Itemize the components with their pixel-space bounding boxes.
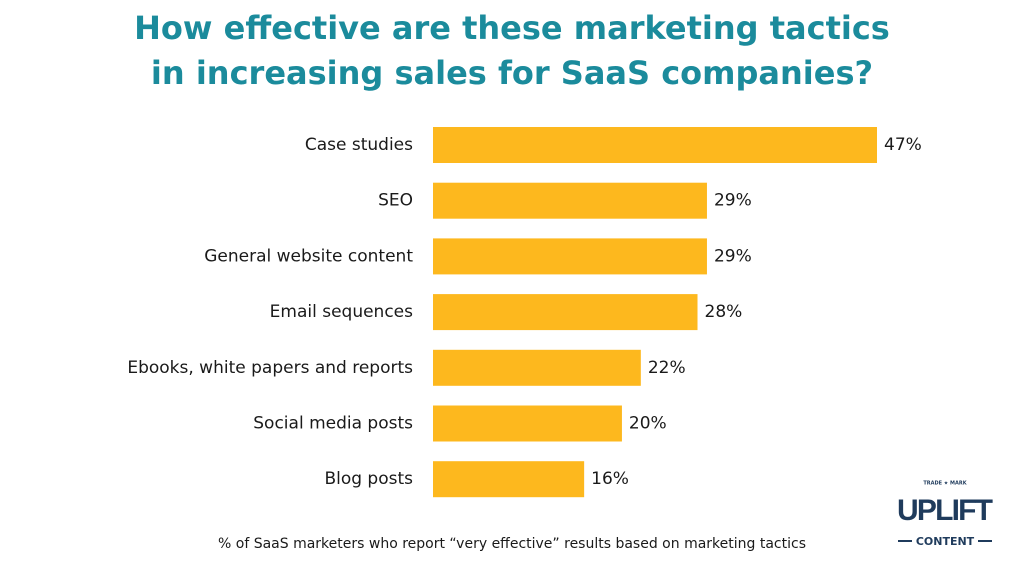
logo-sub: CONTENT bbox=[916, 535, 975, 548]
bar bbox=[433, 349, 641, 386]
value-label: 16% bbox=[591, 469, 629, 489]
category-label: Email sequences bbox=[270, 302, 413, 322]
category-label: General website content bbox=[204, 246, 413, 266]
bar bbox=[433, 461, 585, 498]
value-label: 47% bbox=[884, 135, 922, 155]
value-label: 29% bbox=[714, 191, 752, 211]
logo: TRADE ★ MARK UPLIFT CONTENT bbox=[897, 481, 993, 549]
category-label: Blog posts bbox=[324, 469, 413, 489]
chart-title: How effective are these marketing tactic… bbox=[134, 9, 890, 92]
value-label: 22% bbox=[648, 358, 686, 378]
value-label: 29% bbox=[714, 246, 752, 266]
bar bbox=[433, 294, 698, 331]
bar bbox=[433, 405, 622, 442]
category-label: Ebooks, white papers and reports bbox=[127, 358, 413, 378]
value-label: 28% bbox=[705, 302, 743, 322]
category-label: Social media posts bbox=[253, 414, 413, 434]
logo-trademark: TRADE ★ MARK bbox=[923, 481, 967, 487]
category-label: SEO bbox=[378, 191, 413, 211]
category-label: Case studies bbox=[305, 135, 413, 155]
bar bbox=[433, 182, 707, 219]
bar bbox=[433, 238, 707, 275]
bar bbox=[433, 127, 877, 163]
value-label: 20% bbox=[629, 414, 667, 434]
logo-name: UPLIFT bbox=[897, 494, 993, 527]
footnote: % of SaaS marketers who report “very eff… bbox=[218, 536, 806, 552]
